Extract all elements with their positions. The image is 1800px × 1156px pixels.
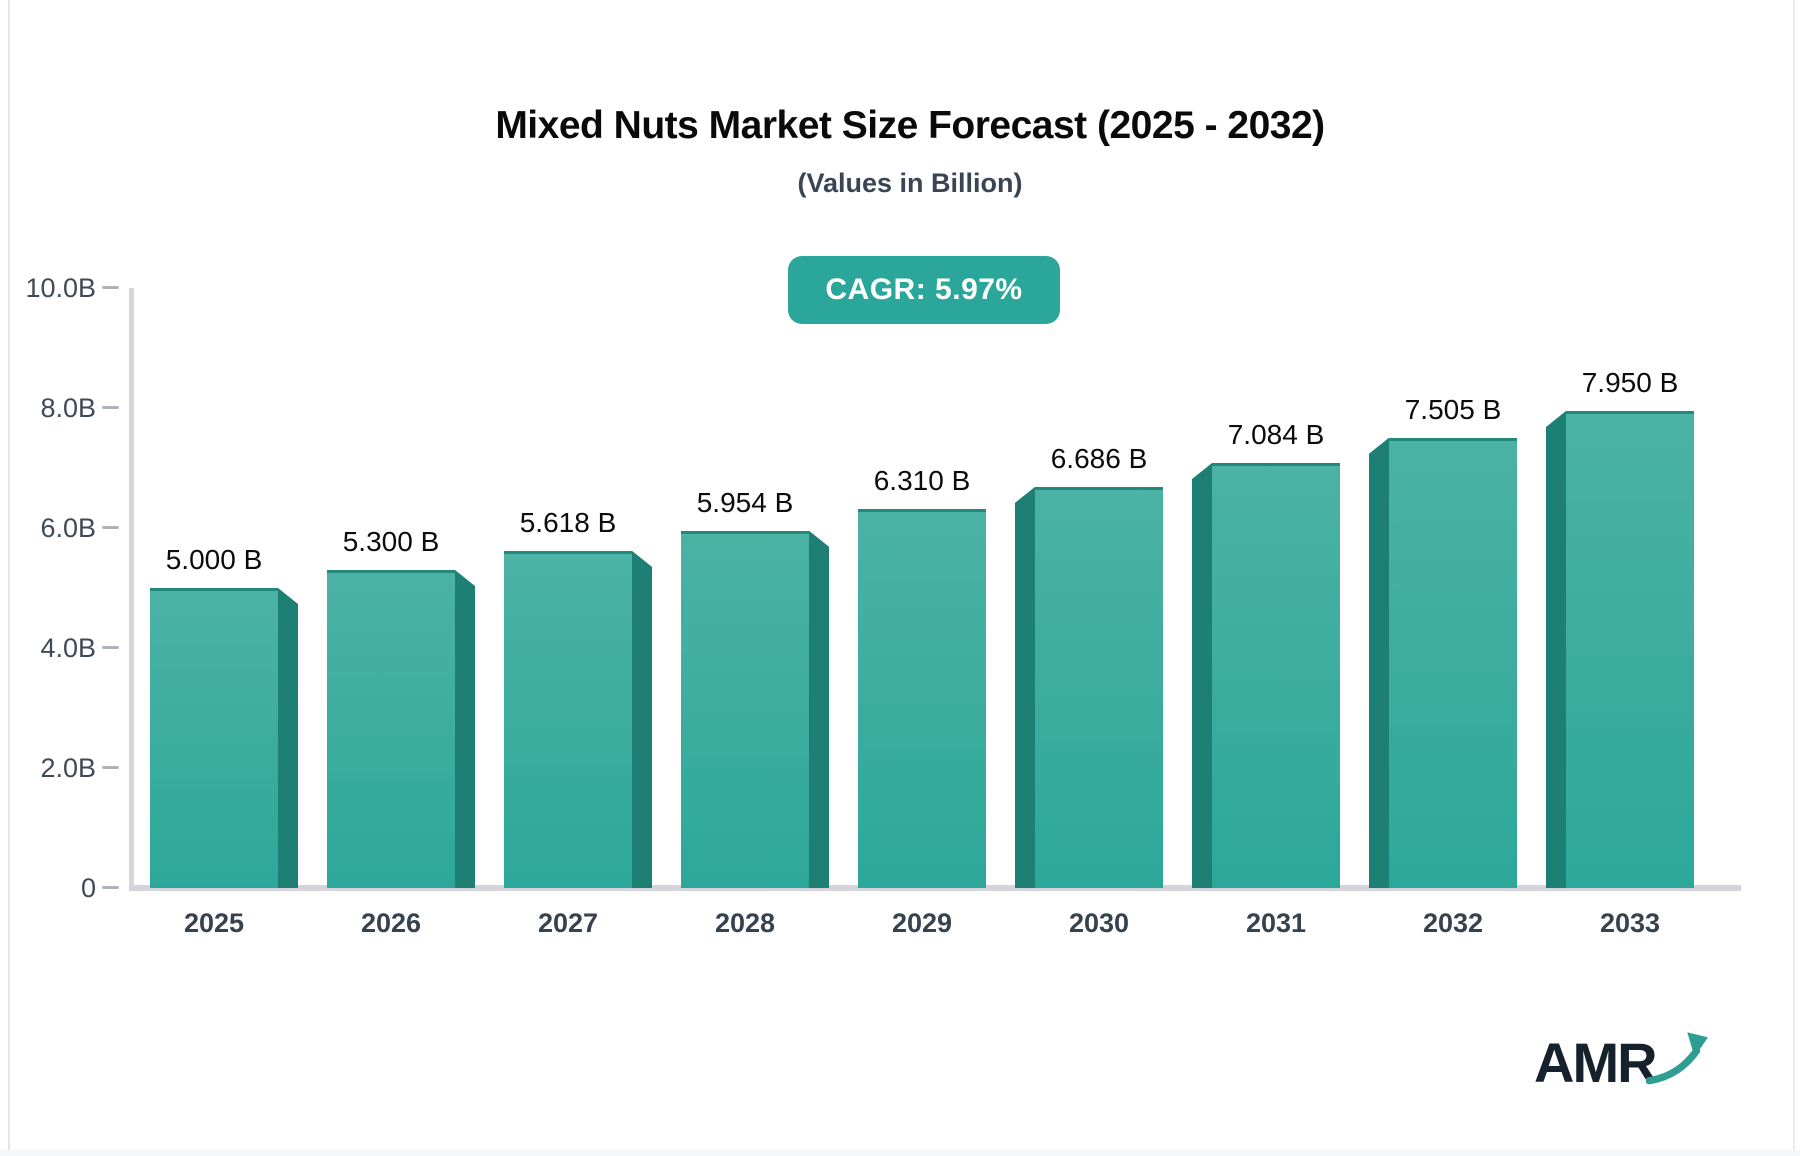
bar-value-label: 7.084 B	[1227, 418, 1325, 450]
bar-side	[1369, 437, 1389, 888]
y-tick-label: 8.0B	[40, 393, 96, 423]
bar-side	[632, 550, 652, 888]
y-tick-label: 0	[80, 873, 96, 903]
bar-side	[809, 530, 829, 888]
chart-subtitle: (Values in Billion)	[797, 168, 1023, 198]
bar-face	[150, 588, 278, 888]
growth-arrow-icon	[1645, 1031, 1708, 1084]
cagr-badge: CAGR: 5.97%	[788, 256, 1060, 324]
y-tick-label: 6.0B	[40, 513, 96, 543]
y-tick-mark	[102, 526, 119, 529]
bar-side	[1546, 411, 1566, 888]
page-right-border	[1793, 0, 1795, 1150]
x-axis-label: 2029	[891, 908, 953, 938]
x-axis-line	[129, 885, 1741, 891]
bar-face	[327, 570, 455, 888]
x-axis-label: 2028	[714, 908, 776, 938]
y-axis-line	[129, 288, 134, 889]
x-axis-label: 2026	[360, 908, 422, 938]
bar-face	[681, 530, 809, 888]
y-tick-mark	[102, 406, 119, 409]
x-axis-label: 2027	[537, 908, 599, 938]
bar-value-label: 6.310 B	[873, 465, 971, 497]
y-tick-label: 4.0B	[40, 633, 96, 663]
y-tick-mark	[102, 766, 119, 769]
bar-face	[1566, 411, 1694, 888]
bar-side	[1015, 486, 1035, 888]
bar-face	[1212, 462, 1340, 888]
x-axis-label: 2025	[183, 908, 245, 938]
y-tick-mark	[102, 886, 119, 889]
x-axis-label: 2032	[1422, 908, 1484, 938]
y-tick-mark	[102, 646, 119, 649]
amr-logo-text: AMR	[1534, 1031, 1658, 1094]
bar-side	[278, 588, 298, 888]
amr-logo: AMR	[1534, 1030, 1710, 1095]
bar-value-label: 5.000 B	[165, 544, 263, 575]
bar-face	[504, 550, 632, 888]
bar-side	[455, 570, 475, 888]
x-axis-label: 2030	[1068, 908, 1130, 938]
bar-value-label: 7.505 B	[1404, 393, 1502, 425]
bar-face	[1035, 486, 1163, 888]
bar-face	[1389, 437, 1517, 888]
bar-value-label: 5.618 B	[519, 506, 617, 538]
chart-title: Mixed Nuts Market Size Forecast (2025 - …	[495, 104, 1325, 147]
x-axis-label: 2031	[1245, 908, 1307, 938]
bar-value-label: 5.954 B	[696, 486, 794, 518]
bar-value-label: 5.300 B	[342, 526, 440, 557]
bar-side	[1192, 462, 1212, 888]
page-bottom-border	[0, 1150, 1800, 1156]
bar-value-label: 7.950 B	[1581, 367, 1679, 398]
bar-face	[858, 509, 986, 888]
x-axis-label: 2033	[1599, 908, 1661, 938]
y-tick-mark	[102, 286, 119, 289]
y-tick-label: 10.0B	[25, 273, 96, 303]
bar-value-label: 6.686 B	[1050, 442, 1148, 474]
page-left-border	[8, 0, 10, 1150]
y-tick-label: 2.0B	[40, 753, 96, 783]
